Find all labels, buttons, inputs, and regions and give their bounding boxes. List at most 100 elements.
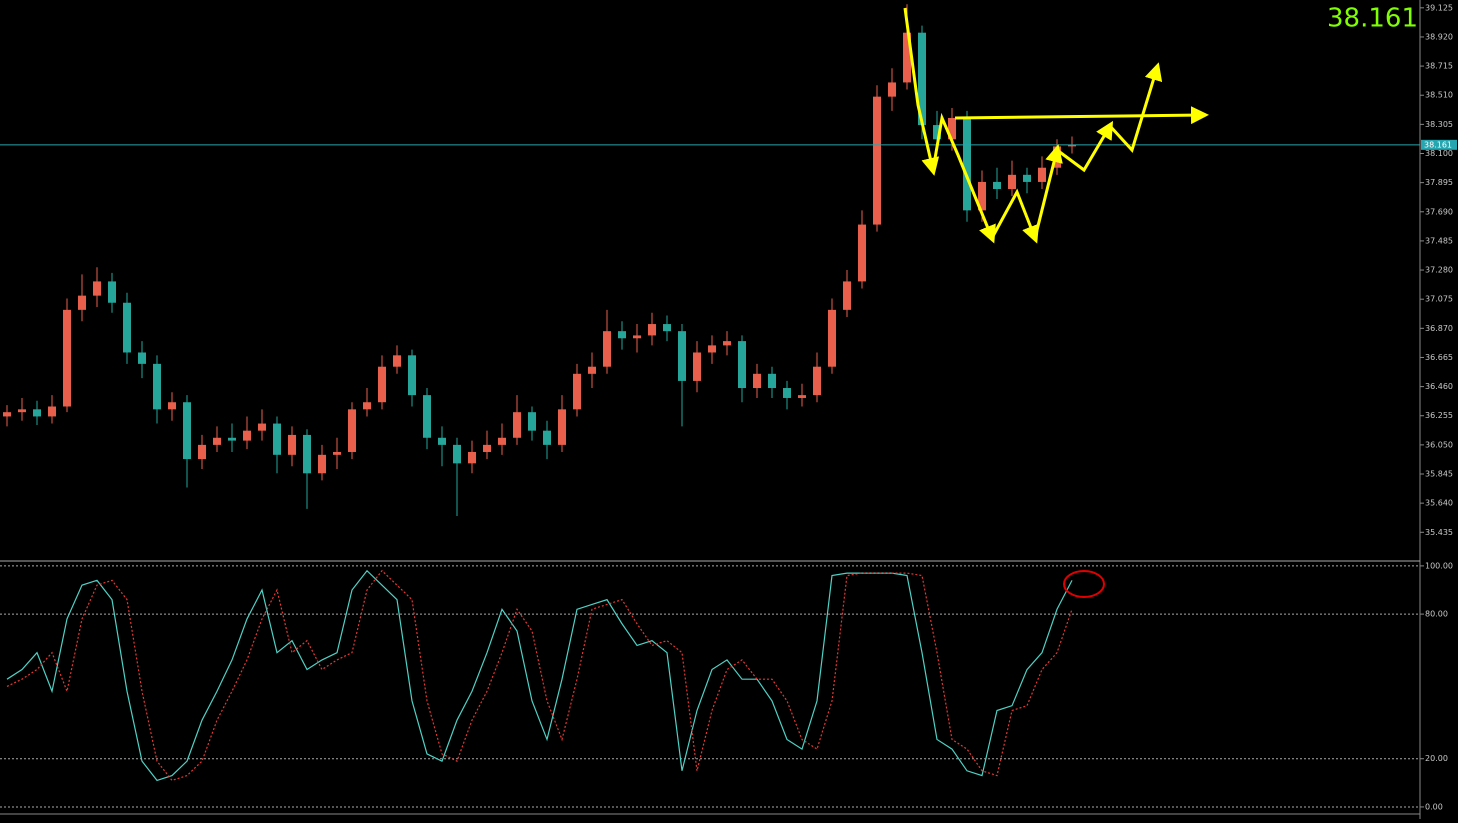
- candle-body: [1008, 174, 1016, 190]
- y-tick-label: 36.255: [1425, 411, 1453, 420]
- candle-body: [3, 412, 11, 417]
- candle-body: [408, 355, 416, 396]
- candle-body: [423, 395, 431, 438]
- candle-body: [693, 352, 701, 381]
- candle-body: [123, 302, 131, 353]
- candle-body: [93, 281, 101, 296]
- y-tick-label: 37.690: [1425, 207, 1453, 216]
- candle-body: [273, 423, 281, 455]
- candle-body: [183, 402, 191, 460]
- candle-body: [453, 444, 461, 464]
- candle-body: [573, 373, 581, 410]
- candle-body: [378, 366, 386, 403]
- candle-body: [753, 373, 761, 389]
- candle-body: [738, 341, 746, 389]
- y-tick-label: 0.00: [1425, 802, 1443, 811]
- candle-body: [438, 437, 446, 445]
- candle-body: [168, 402, 176, 410]
- candle-body: [498, 437, 506, 445]
- candle-body: [48, 406, 56, 417]
- y-tick-label: 37.895: [1425, 178, 1453, 187]
- y-tick-label: 39.125: [1425, 3, 1453, 12]
- candle-body: [858, 224, 866, 282]
- annotation-arrow: [903, 7, 940, 176]
- candle-body: [363, 402, 371, 410]
- candle-body: [483, 444, 491, 452]
- indicator-line: [6, 569, 1073, 782]
- candle-body: [678, 331, 686, 381]
- candle-body: [243, 430, 251, 441]
- candle-body: [33, 409, 41, 417]
- annotation-arrow: [990, 188, 1040, 244]
- y-tick-label: 38.305: [1425, 120, 1453, 129]
- candle-body: [978, 181, 986, 211]
- candle-body: [1038, 167, 1046, 182]
- candle-body: [213, 437, 221, 445]
- y-tick-label: 37.280: [1425, 266, 1453, 275]
- y-tick-label: 37.485: [1425, 236, 1453, 245]
- candle-body: [603, 331, 611, 367]
- candle-body: [138, 352, 146, 364]
- y-tick-label: 100.00: [1425, 561, 1453, 570]
- candle-body: [558, 409, 566, 445]
- candle-body: [18, 409, 26, 413]
- candle-body: [543, 430, 551, 445]
- candle-body: [1068, 144, 1076, 147]
- candle-body: [813, 366, 821, 396]
- candle-body: [333, 451, 341, 455]
- highlight-circle: [1063, 570, 1105, 598]
- last-price: 38.161: [1327, 4, 1418, 34]
- y-tick-label: 35.845: [1425, 470, 1453, 479]
- marks: 39.125 38.920 38.715 38.510 38.305 38.100 37.8…: [0, 3, 1457, 811]
- y-tick-label: 35.435: [1425, 528, 1453, 537]
- y-tick-label: 38.100: [1425, 149, 1453, 158]
- y-tick-label: 38.510: [1425, 91, 1453, 100]
- candle-body: [468, 451, 476, 464]
- candle-body: [633, 335, 641, 339]
- candle-body: [918, 32, 926, 126]
- candle-body: [108, 281, 116, 303]
- annotation-arrow: [931, 112, 996, 244]
- candle-body: [843, 281, 851, 310]
- candle-body: [993, 181, 1001, 190]
- candle-body: [198, 444, 206, 460]
- candle-body: [513, 412, 521, 438]
- y-tick-label: 37.075: [1425, 295, 1453, 304]
- annotation-arrow: [1056, 120, 1114, 173]
- candle-body: [768, 373, 776, 389]
- current-price-label: 38.161: [1424, 140, 1452, 149]
- y-tick-label: 38.715: [1425, 62, 1453, 71]
- y-tick-label: 20.00: [1425, 754, 1448, 763]
- candle-body: [318, 454, 326, 474]
- candle-body: [888, 82, 896, 97]
- candle-body: [228, 437, 236, 441]
- candle-body: [648, 324, 656, 336]
- candle-body: [63, 309, 71, 407]
- current-price-box: [1421, 139, 1457, 150]
- candle-body: [618, 331, 626, 339]
- candle-body: [78, 295, 86, 310]
- y-tick-label: 36.870: [1425, 324, 1453, 333]
- candle-body: [828, 309, 836, 367]
- candle-body: [963, 117, 971, 211]
- y-tick-label: 36.665: [1425, 353, 1453, 362]
- candle-body: [1023, 174, 1031, 182]
- candle-body: [948, 117, 956, 140]
- annotation-arrow: [1108, 62, 1163, 153]
- candle-body: [873, 96, 881, 225]
- candle-body: [303, 434, 311, 474]
- y-tick-label: 38.920: [1425, 32, 1453, 41]
- candle-body: [348, 409, 356, 452]
- candle-body: [288, 434, 296, 455]
- annotations: [903, 7, 1209, 598]
- y-tick-label: 36.050: [1425, 440, 1453, 449]
- candle-body: [933, 125, 941, 140]
- candle-body: [588, 366, 596, 374]
- y-tick-label: 36.460: [1425, 382, 1453, 391]
- candle-body: [798, 395, 806, 398]
- candle-body: [708, 345, 716, 353]
- candle-body: [528, 412, 536, 431]
- annotation-arrow: [1033, 144, 1063, 239]
